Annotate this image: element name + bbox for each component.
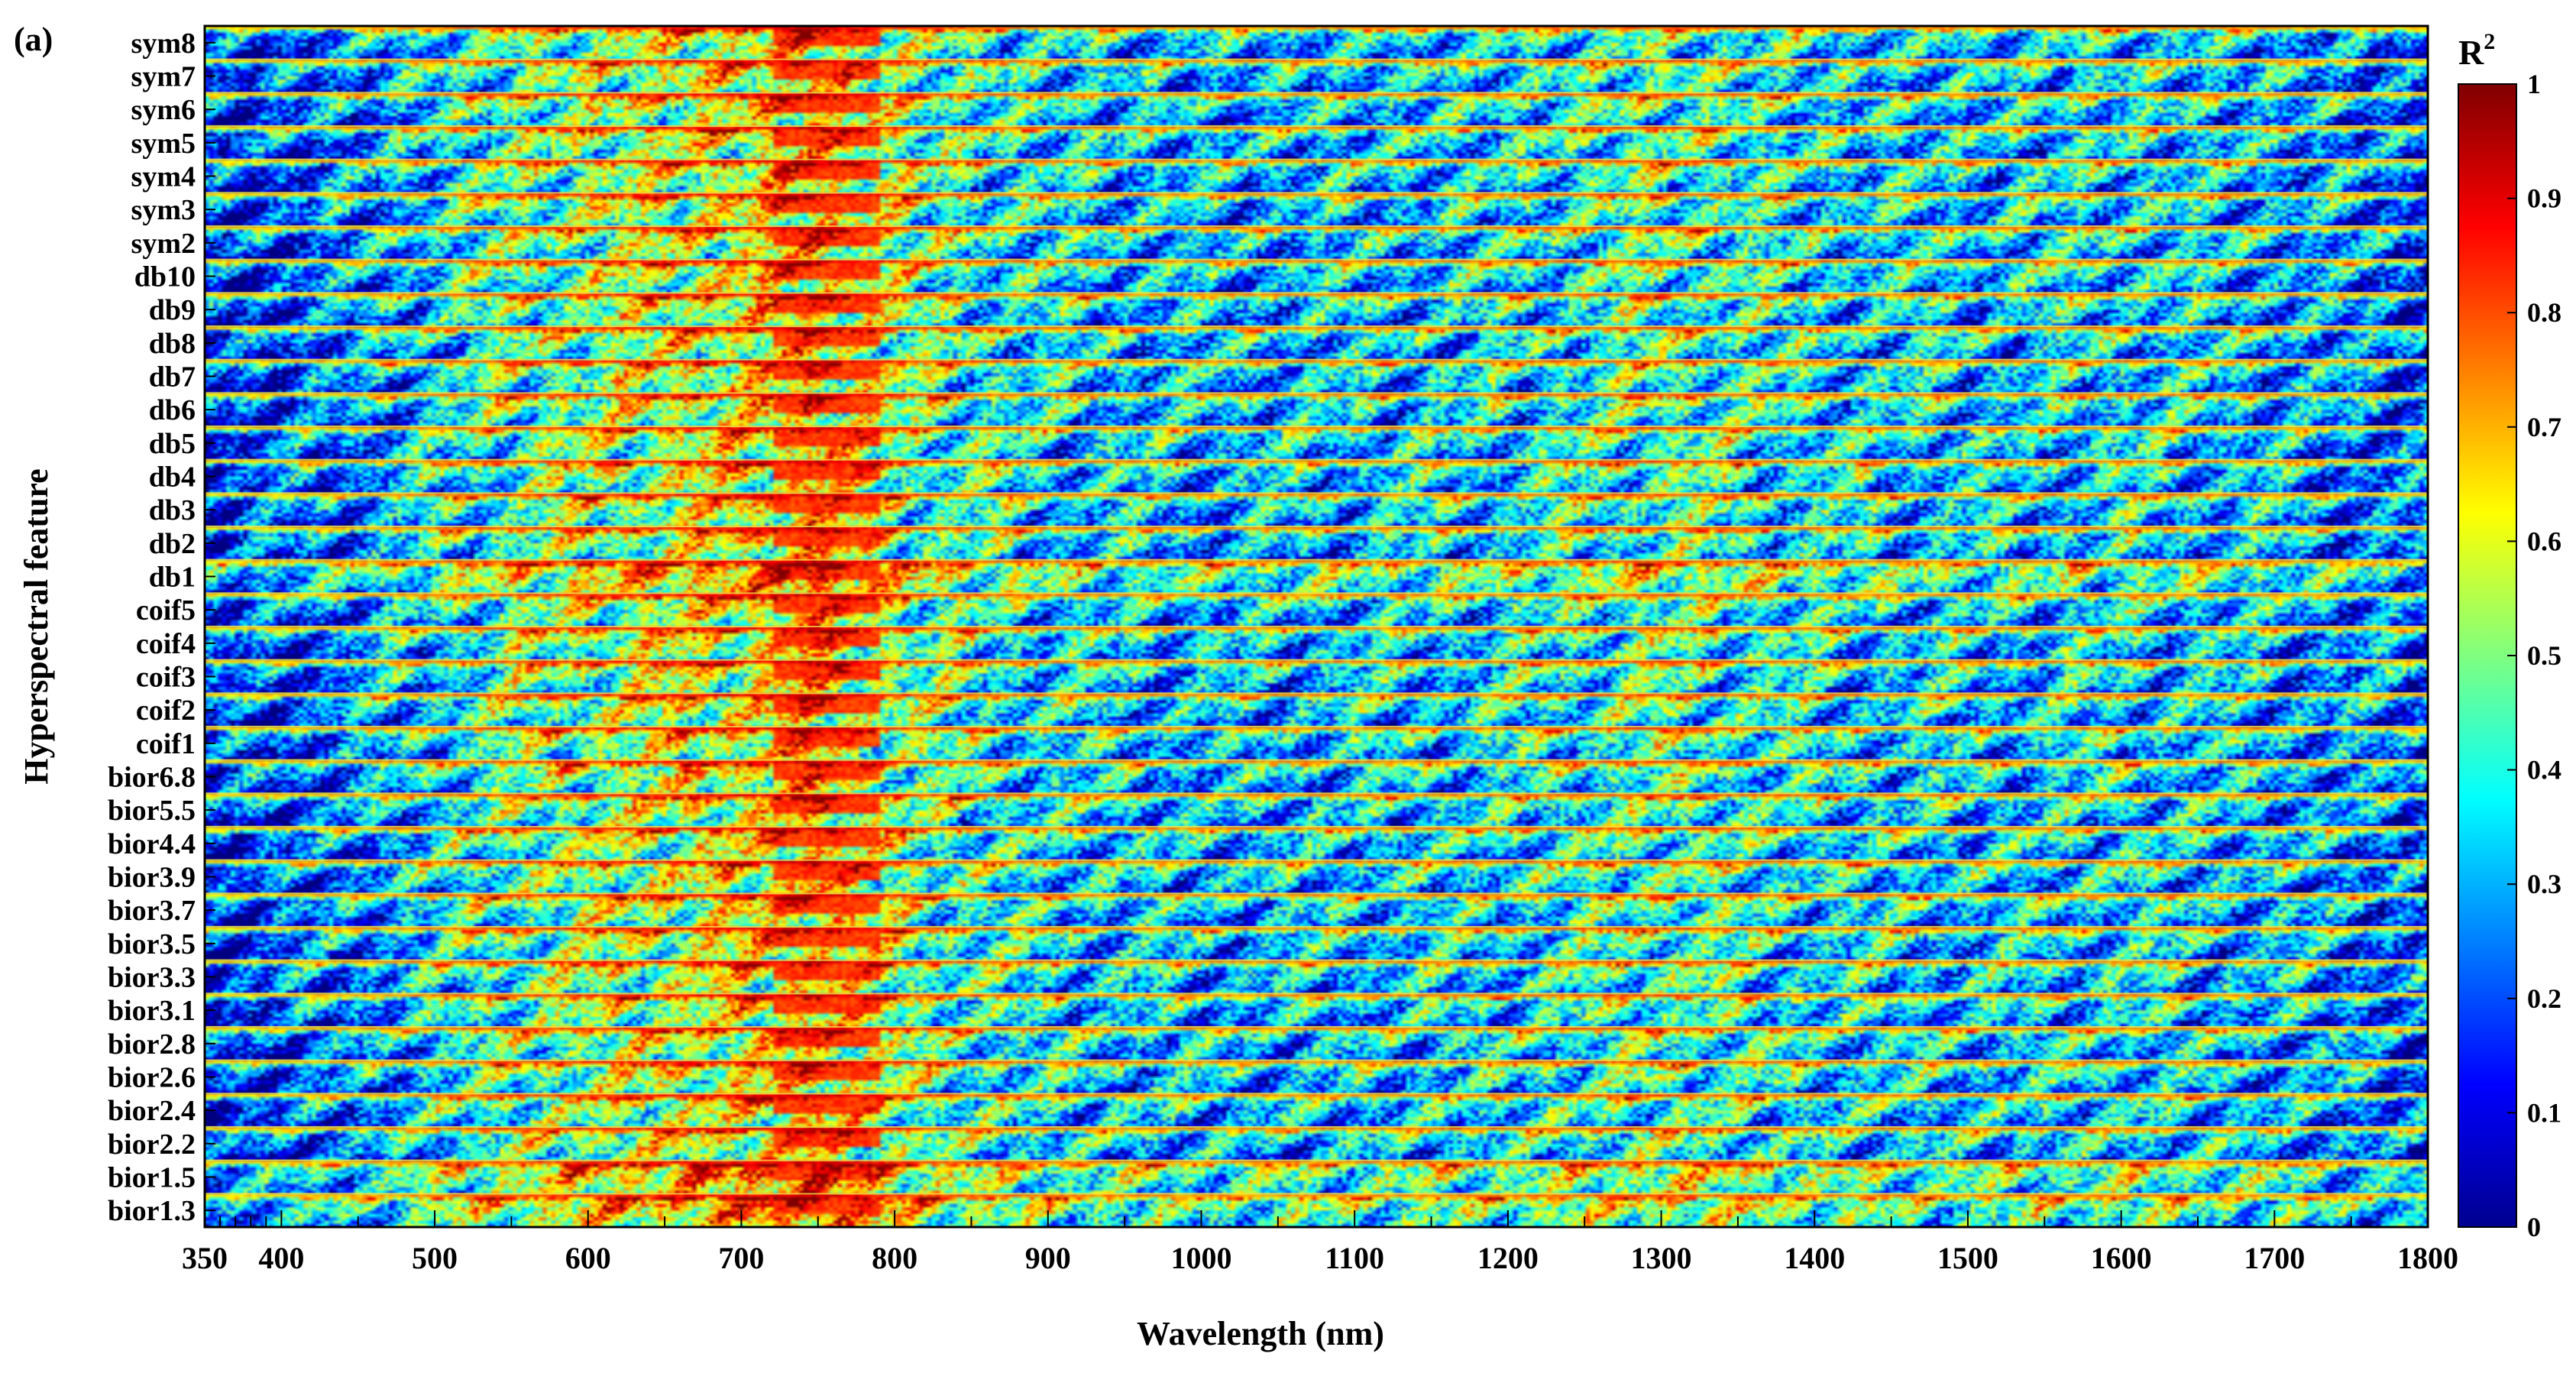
x-tick-label: 900	[1025, 1241, 1071, 1275]
colorbar	[2458, 83, 2517, 1228]
x-tick-label: 1600	[2091, 1241, 2152, 1275]
y-tick-label: bior1.5	[108, 1162, 196, 1194]
colorbar-tick-label: 0.5	[2527, 640, 2561, 671]
x-axis-label: Wavelength (nm)	[1137, 1315, 1384, 1352]
colorbar-title: R2	[2458, 29, 2495, 72]
y-tick-label: bior2.8	[108, 1028, 196, 1061]
colorbar-tick-label: 0.3	[2527, 869, 2561, 899]
panel-label: (a)	[14, 21, 53, 58]
colorbar-tick-label: 0.9	[2527, 183, 2561, 214]
y-tick-label: sym8	[131, 28, 196, 60]
y-tick-label: coif5	[136, 594, 196, 627]
y-tick-labels: sym8sym7sym6sym5sym4sym3sym2db10db9db8db…	[108, 28, 215, 1227]
y-tick-label: bior1.3	[108, 1195, 196, 1227]
colorbar-tick-label: 0.8	[2527, 297, 2561, 328]
y-tick-label: db4	[149, 461, 196, 494]
x-tick-label: 700	[718, 1241, 764, 1275]
y-tick-label: bior3.1	[108, 995, 196, 1027]
colorbar-tick-label: 0.4	[2527, 755, 2561, 785]
colorbar-tick-label: 1	[2527, 69, 2541, 99]
x-tick-label: 1000	[1170, 1241, 1231, 1275]
y-tick-label: bior3.3	[108, 962, 196, 994]
x-tick-label: 1700	[2244, 1241, 2305, 1275]
x-tick-label: 1100	[1325, 1241, 1384, 1275]
y-tick-label: coif2	[136, 695, 196, 727]
y-tick-label: db8	[149, 328, 196, 360]
y-tick-label: sym6	[131, 94, 196, 126]
y-tick-label: bior2.4	[108, 1095, 196, 1127]
y-tick-label: coif3	[136, 662, 196, 694]
colorbar-ticks: 1 0.9 0.8 0.7 0.6 0.5 0.4 0.3 0.2 0.1 0	[2507, 69, 2561, 1242]
y-tick-label: bior4.4	[108, 828, 196, 860]
y-tick-label: bior6.8	[108, 762, 196, 794]
y-tick-label: sym7	[131, 61, 196, 93]
y-tick-label: coif4	[136, 628, 196, 660]
y-tick-label: sym3	[131, 194, 196, 226]
plot-frame	[203, 24, 2429, 1229]
x-tick-label: 1300	[1631, 1241, 1692, 1275]
colorbar-tick-label: 0.2	[2527, 983, 2561, 1014]
y-tick-label: db1	[149, 562, 196, 594]
x-tick-label: 1800	[2397, 1241, 2458, 1275]
x-tick-label: 800	[872, 1241, 917, 1275]
y-tick-label: db9	[149, 294, 196, 326]
y-tick-label: sym2	[131, 228, 196, 260]
y-tick-label: bior2.6	[108, 1062, 196, 1094]
y-tick-label: bior3.9	[108, 862, 196, 894]
colorbar-tick-label: 0.7	[2527, 412, 2561, 442]
y-tick-label: coif1	[136, 728, 196, 760]
colorbar-tick-label: 0	[2527, 1212, 2541, 1242]
y-tick-label: bior2.2	[108, 1129, 196, 1161]
x-tick-label: 350	[182, 1241, 228, 1275]
y-axis-label: Hyperspectral feature	[18, 468, 55, 784]
y-tick-label: db2	[149, 528, 196, 560]
y-tick-label: bior3.7	[108, 895, 196, 927]
y-tick-label: db6	[149, 394, 196, 426]
x-tick-label: 1400	[1784, 1241, 1845, 1275]
y-tick-label: db5	[149, 428, 196, 460]
y-tick-label: bior5.5	[108, 795, 196, 827]
x-tick-label: 1200	[1477, 1241, 1539, 1275]
y-tick-label: db3	[149, 494, 196, 526]
y-tick-label: db7	[149, 361, 196, 393]
y-tick-label: sym4	[131, 161, 196, 193]
y-tick-label: sym5	[131, 128, 196, 160]
colorbar-tick-label: 0.1	[2527, 1097, 2561, 1128]
y-tick-label: bior3.5	[108, 928, 196, 960]
colorbar-tick-label: 0.6	[2527, 526, 2561, 556]
x-tick-label: 400	[258, 1241, 304, 1275]
x-tick-label: 1500	[1937, 1241, 1998, 1275]
x-tick-label: 500	[412, 1241, 458, 1275]
x-tick-label: 600	[565, 1241, 611, 1275]
x-tick-labels: 350 400 500 600 700 800 900 1000 1100 1200 1300 140…	[182, 1210, 2458, 1275]
heatmap-area	[205, 26, 2428, 1227]
y-tick-label: db10	[134, 261, 196, 293]
